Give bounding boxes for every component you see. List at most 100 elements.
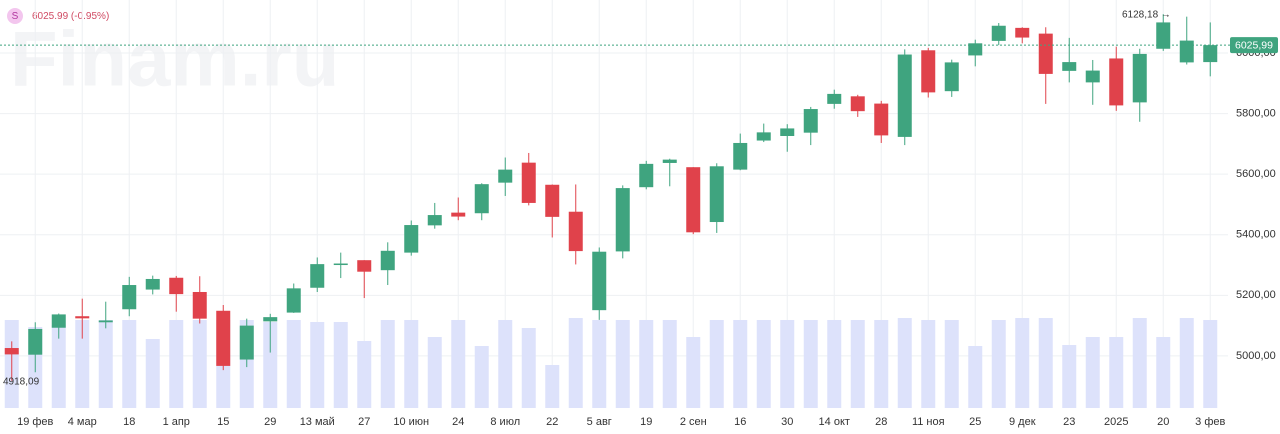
volume-bar [991,320,1006,408]
volume-bar [756,320,771,408]
candle-body [1038,33,1053,74]
high-annotation: 6128,18 → [1122,10,1171,21]
candle-body [1156,22,1171,49]
candle-body [545,184,560,217]
volume-bar [122,320,137,408]
volume-bar [75,320,90,408]
volume-bar [169,320,184,408]
volume-bar [521,328,536,408]
volume-bar [1038,318,1053,408]
candle-body [968,43,983,56]
volume-bar [897,318,912,408]
y-tick-label: 5600,00 [1236,168,1276,180]
volume-bar [968,346,983,408]
candle-body [239,325,254,360]
x-tick-label: 24 [452,416,464,428]
x-tick-label: 19 [640,416,652,428]
candle-body [756,132,771,141]
volume-bar [357,341,372,408]
volume-bar [474,346,489,408]
candle-body [474,184,489,214]
x-tick-label: 2 сен [680,416,707,428]
volume-bar [192,320,207,408]
volume-bar [286,320,301,408]
x-tick-label: 9 дек [1009,416,1036,428]
x-tick-label: 25 [969,416,981,428]
volume-bar [780,320,795,408]
candle-body [427,215,442,226]
x-tick-label: 8 июл [490,416,520,428]
x-tick-label: 5 авг [587,416,612,428]
volume-bar [827,320,842,408]
symbol-badge [7,8,23,24]
y-tick-label: 5200,00 [1236,289,1276,301]
candle-body [333,263,348,266]
x-tick-label: 23 [1063,416,1075,428]
candle-body [75,316,90,319]
last-price-box [1230,37,1278,54]
candle-body [122,285,137,310]
x-tick-label: 20 [1157,416,1169,428]
candle-body [498,169,513,183]
candle-body [803,109,818,133]
candle-body [850,96,865,112]
candle-body [169,277,184,295]
volume-bar [1062,345,1077,408]
volume-bar [850,320,865,408]
candle-body [451,212,466,217]
volume-bar [498,320,513,408]
x-tick-label: 13 май [300,416,335,428]
candle-body [216,310,231,366]
volume-bar [639,320,654,408]
volume-bar [51,325,66,408]
candle-body [921,50,936,93]
volume-bar [662,320,677,408]
volume-bar [615,320,630,408]
candle-body [897,54,912,137]
candle-body [709,166,724,223]
candle-body [733,142,748,170]
x-tick-label: 4 мар [68,416,97,428]
volume-bar [709,320,724,408]
volume-bar [568,318,583,408]
volume-bar [1203,320,1218,408]
candle-body [686,167,701,233]
candle-body [98,320,113,323]
volume-bar [1015,318,1030,408]
x-tick-label: 22 [546,416,558,428]
volume-bar [263,322,278,408]
volume-bar [1156,337,1171,408]
candle-body [286,288,301,313]
candle-body [357,260,372,272]
candle-body [639,163,654,188]
candle-body [944,62,959,92]
candle-body [1085,70,1100,83]
candle-body [568,211,583,252]
x-tick-label: 15 [217,416,229,428]
candle-body [780,128,795,136]
x-tick-label: 14 окт [819,416,850,428]
x-tick-label: 18 [123,416,135,428]
volume-bar [545,365,560,408]
volume-bar [333,322,348,408]
candle-body [51,314,66,328]
volume-bar [803,320,818,408]
candle-body [263,317,278,322]
volume-bar [1085,337,1100,408]
volume-bar [874,320,889,408]
candle-body [615,188,630,252]
y-tick-label: 5000,00 [1236,350,1276,362]
last-price-label: 6025,99 [1235,39,1273,51]
candle-body [1015,27,1030,38]
volume-bar [380,320,395,408]
x-tick-label: 19 фев [17,416,53,428]
volume-bar [1109,337,1124,408]
x-tick-label: 28 [875,416,887,428]
candle-body [827,93,842,104]
volume-bar [98,320,113,408]
volume-bar [1132,318,1147,408]
x-tick-label: 16 [734,416,746,428]
candle-body [662,159,677,163]
volume-bar [944,320,959,408]
